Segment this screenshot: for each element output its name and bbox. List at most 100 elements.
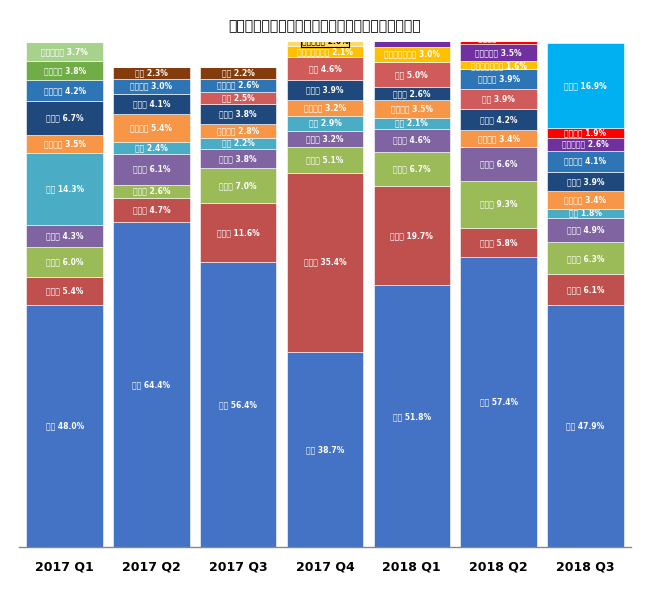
Bar: [287, 173, 363, 352]
Text: 英国 2.3%: 英国 2.3%: [135, 68, 168, 77]
Bar: [27, 277, 103, 305]
Text: ロシア 4.7%: ロシア 4.7%: [133, 205, 170, 214]
Text: フランス 3.5%: フランス 3.5%: [44, 140, 86, 149]
Bar: [547, 242, 623, 274]
Bar: [287, 46, 363, 57]
Text: フランス 3.5%: フランス 3.5%: [391, 105, 433, 114]
Text: カナダ 3.2%: カナダ 3.2%: [306, 134, 344, 143]
Text: カナダ 4.9%: カナダ 4.9%: [567, 226, 604, 234]
Bar: [547, 171, 623, 192]
Text: オランダ 4.1%: オランダ 4.1%: [564, 156, 606, 166]
Bar: [113, 67, 190, 79]
Bar: [113, 185, 190, 198]
Bar: [287, 36, 363, 46]
Bar: [27, 135, 103, 153]
Bar: [460, 130, 537, 148]
Text: フランス 3.4%: フランス 3.4%: [564, 195, 606, 205]
Bar: [460, 181, 537, 228]
Text: 中国 2.9%: 中国 2.9%: [309, 119, 341, 128]
Bar: [374, 286, 450, 547]
Bar: [113, 94, 190, 114]
Bar: [374, 62, 450, 87]
Bar: [460, 61, 537, 70]
Text: ドイツ 3.9%: ドイツ 3.9%: [306, 86, 344, 95]
Text: インド 9.3%: インド 9.3%: [480, 200, 517, 209]
Text: イタリア 2.3%: イタリア 2.3%: [478, 33, 519, 42]
Bar: [287, 352, 363, 547]
Bar: [27, 61, 103, 80]
Text: オランダ 2.6%: オランダ 2.6%: [217, 81, 259, 90]
Text: 英国 2.2%: 英国 2.2%: [222, 68, 255, 77]
Bar: [547, 218, 623, 242]
Text: ロシア 6.1%: ロシア 6.1%: [567, 285, 604, 294]
Text: 豪州 3.9%: 豪州 3.9%: [482, 95, 515, 104]
Bar: [287, 100, 363, 116]
Bar: [374, 152, 450, 186]
Bar: [27, 42, 103, 61]
Bar: [460, 257, 537, 547]
Text: 中国 14.3%: 中国 14.3%: [46, 184, 84, 193]
Bar: [200, 92, 276, 104]
Bar: [547, 208, 623, 218]
Bar: [200, 137, 276, 149]
Bar: [287, 57, 363, 80]
Bar: [113, 222, 190, 547]
Bar: [547, 43, 623, 128]
Bar: [27, 153, 103, 226]
Text: カナダ 6.1%: カナダ 6.1%: [133, 165, 170, 174]
Bar: [374, 129, 450, 152]
Bar: [460, 228, 537, 257]
Bar: [200, 79, 276, 92]
Bar: [460, 70, 537, 89]
Text: カナダ 4.3%: カナダ 4.3%: [46, 231, 83, 240]
Text: インド 6.0%: インド 6.0%: [46, 258, 83, 267]
Text: 米国 56.4%: 米国 56.4%: [219, 400, 257, 409]
Text: カナダ 6.6%: カナダ 6.6%: [480, 159, 517, 168]
Bar: [547, 192, 623, 208]
Bar: [374, 101, 450, 118]
Text: オランダ 3.0%: オランダ 3.0%: [131, 82, 172, 90]
Text: 米国 38.7%: 米国 38.7%: [306, 445, 345, 454]
Text: インド 6.7%: インド 6.7%: [393, 164, 430, 173]
Text: 米国 48.0%: 米国 48.0%: [46, 421, 84, 431]
Bar: [113, 198, 190, 222]
Text: フランス 2.8%: フランス 2.8%: [217, 126, 259, 135]
Bar: [287, 80, 363, 100]
Text: 米国 47.9%: 米国 47.9%: [566, 422, 604, 431]
Text: フランス 3.2%: フランス 3.2%: [304, 104, 346, 112]
Bar: [113, 154, 190, 185]
Text: カナダ 3.8%: カナダ 3.8%: [220, 154, 257, 163]
Text: 米国 57.4%: 米国 57.4%: [480, 397, 517, 407]
Text: ルクセンブルグ 2.1%: ルクセンブルグ 2.1%: [297, 47, 353, 56]
Text: ドイツ 6.7%: ドイツ 6.7%: [46, 114, 83, 123]
Bar: [374, 186, 450, 286]
Text: ドイツ 4.2%: ドイツ 4.2%: [480, 115, 517, 124]
Text: ルクセンブルグ 1.6%: ルクセンブルグ 1.6%: [471, 61, 526, 70]
Text: ロシア 35.4%: ロシア 35.4%: [304, 258, 346, 267]
Text: 豪州 4.6%: 豪州 4.6%: [309, 64, 341, 73]
Bar: [200, 104, 276, 124]
Text: ポーランド 3.7%: ポーランド 3.7%: [41, 47, 88, 56]
Bar: [460, 32, 537, 43]
Bar: [547, 151, 623, 171]
Title: フィッシング攻撃をホストした回数（国別シェア）: フィッシング攻撃をホストした回数（国別シェア）: [229, 20, 421, 33]
Text: ウクライナ 2.0%: ウクライナ 2.0%: [302, 37, 348, 46]
Bar: [460, 109, 537, 130]
Bar: [374, 46, 450, 62]
Bar: [547, 305, 623, 547]
Bar: [27, 80, 103, 101]
Text: 中国 2.1%: 中国 2.1%: [395, 119, 428, 128]
Text: ロシア 19.7%: ロシア 19.7%: [391, 231, 434, 240]
Bar: [374, 40, 450, 46]
Text: オランダ 3.9%: オランダ 3.9%: [478, 75, 519, 84]
Bar: [200, 168, 276, 203]
Text: ドイツ 4.1%: ドイツ 4.1%: [133, 99, 170, 109]
Text: ロシア 11.6%: ロシア 11.6%: [217, 228, 259, 237]
Text: ロシア 5.8%: ロシア 5.8%: [480, 238, 517, 247]
Text: マレーシア 3.5%: マレーシア 3.5%: [475, 48, 522, 57]
Text: ドイツ 2.6%: ドイツ 2.6%: [393, 89, 430, 98]
Text: フランス 5.4%: フランス 5.4%: [131, 124, 172, 133]
Text: インド 2.6%: インド 2.6%: [133, 187, 170, 196]
Bar: [200, 149, 276, 168]
Text: 中国 2.2%: 中国 2.2%: [222, 139, 255, 148]
